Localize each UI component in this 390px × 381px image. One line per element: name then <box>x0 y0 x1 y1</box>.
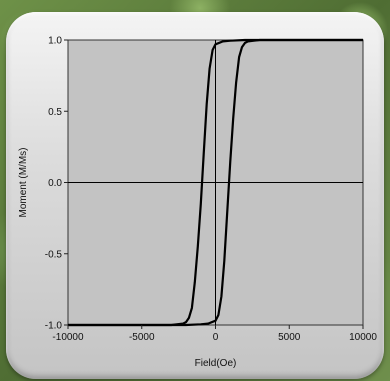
x-tick-label: 10000 <box>349 332 377 343</box>
y-tick-label: 1.0 <box>48 36 62 47</box>
y-tick-label: -0.5 <box>45 249 63 260</box>
series-line-1 <box>68 38 363 327</box>
x-tick-label: 0 <box>213 332 219 343</box>
series-line-2 <box>68 38 363 327</box>
x-tick-label: -10000 <box>52 332 84 343</box>
x-tick-label: -5000 <box>129 332 155 343</box>
x-axis-label: Field(Oe) <box>195 358 237 369</box>
zero-lines <box>68 40 363 325</box>
y-tick-label: 0.5 <box>48 107 62 118</box>
y-axis-label: Moment (M/Ms) <box>18 148 29 218</box>
x-tick-label: 5000 <box>278 332 301 343</box>
ticks-layer: -10000 -5000 0 5000 10000 1.0 0.5 0.0 -0.5 -1.0 <box>45 36 378 344</box>
y-tick-label: -1.0 <box>45 321 63 332</box>
series-layer <box>68 38 363 327</box>
y-tick-label: 0.0 <box>48 178 62 189</box>
